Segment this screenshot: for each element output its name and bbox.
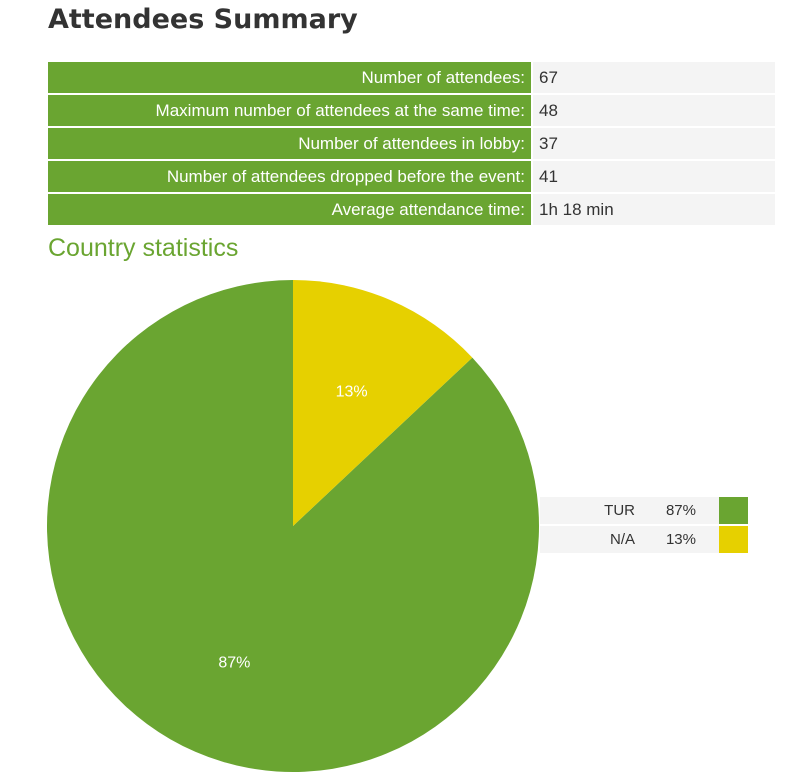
pie-legend: TUR 87% N/A 13% [540, 497, 748, 555]
legend-swatch [719, 497, 748, 524]
legend-percent: 13% [665, 531, 696, 548]
summary-label: Average attendance time: [48, 194, 533, 225]
summary-value: 37 [533, 128, 775, 159]
legend-name: N/A [609, 531, 635, 548]
country-statistics-title: Country statistics [48, 234, 239, 262]
attendees-summary-table: Number of attendees: 67 Maximum number o… [48, 60, 775, 227]
legend-swatch [719, 526, 748, 553]
table-row: Number of attendees in lobby: 37 [48, 128, 775, 159]
country-pie-chart: 87% 13% [46, 280, 540, 772]
table-row: Number of attendees dropped before the e… [48, 161, 775, 192]
pie-data-label: 13% [336, 384, 368, 401]
table-row: Average attendance time: 1h 18 min [48, 194, 775, 225]
pie-data-label: 87% [218, 654, 250, 671]
summary-label: Number of attendees in lobby: [48, 128, 533, 159]
summary-label: Number of attendees: [48, 62, 533, 93]
legend-item-tur: TUR 87% [540, 497, 748, 524]
summary-label: Maximum number of attendees at the same … [48, 95, 533, 126]
page-title: Attendees Summary [48, 4, 358, 35]
summary-value: 48 [533, 95, 775, 126]
table-row: Number of attendees: 67 [48, 62, 775, 93]
table-row: Maximum number of attendees at the same … [48, 95, 775, 126]
legend-percent: 87% [665, 502, 696, 519]
summary-value: 41 [533, 161, 775, 192]
legend-name: TUR [604, 502, 635, 519]
summary-value: 1h 18 min [533, 194, 775, 225]
pie-slice-na [293, 280, 473, 526]
summary-label: Number of attendees dropped before the e… [48, 161, 533, 192]
legend-item-na: N/A 13% [540, 526, 748, 553]
summary-value: 67 [533, 62, 775, 93]
